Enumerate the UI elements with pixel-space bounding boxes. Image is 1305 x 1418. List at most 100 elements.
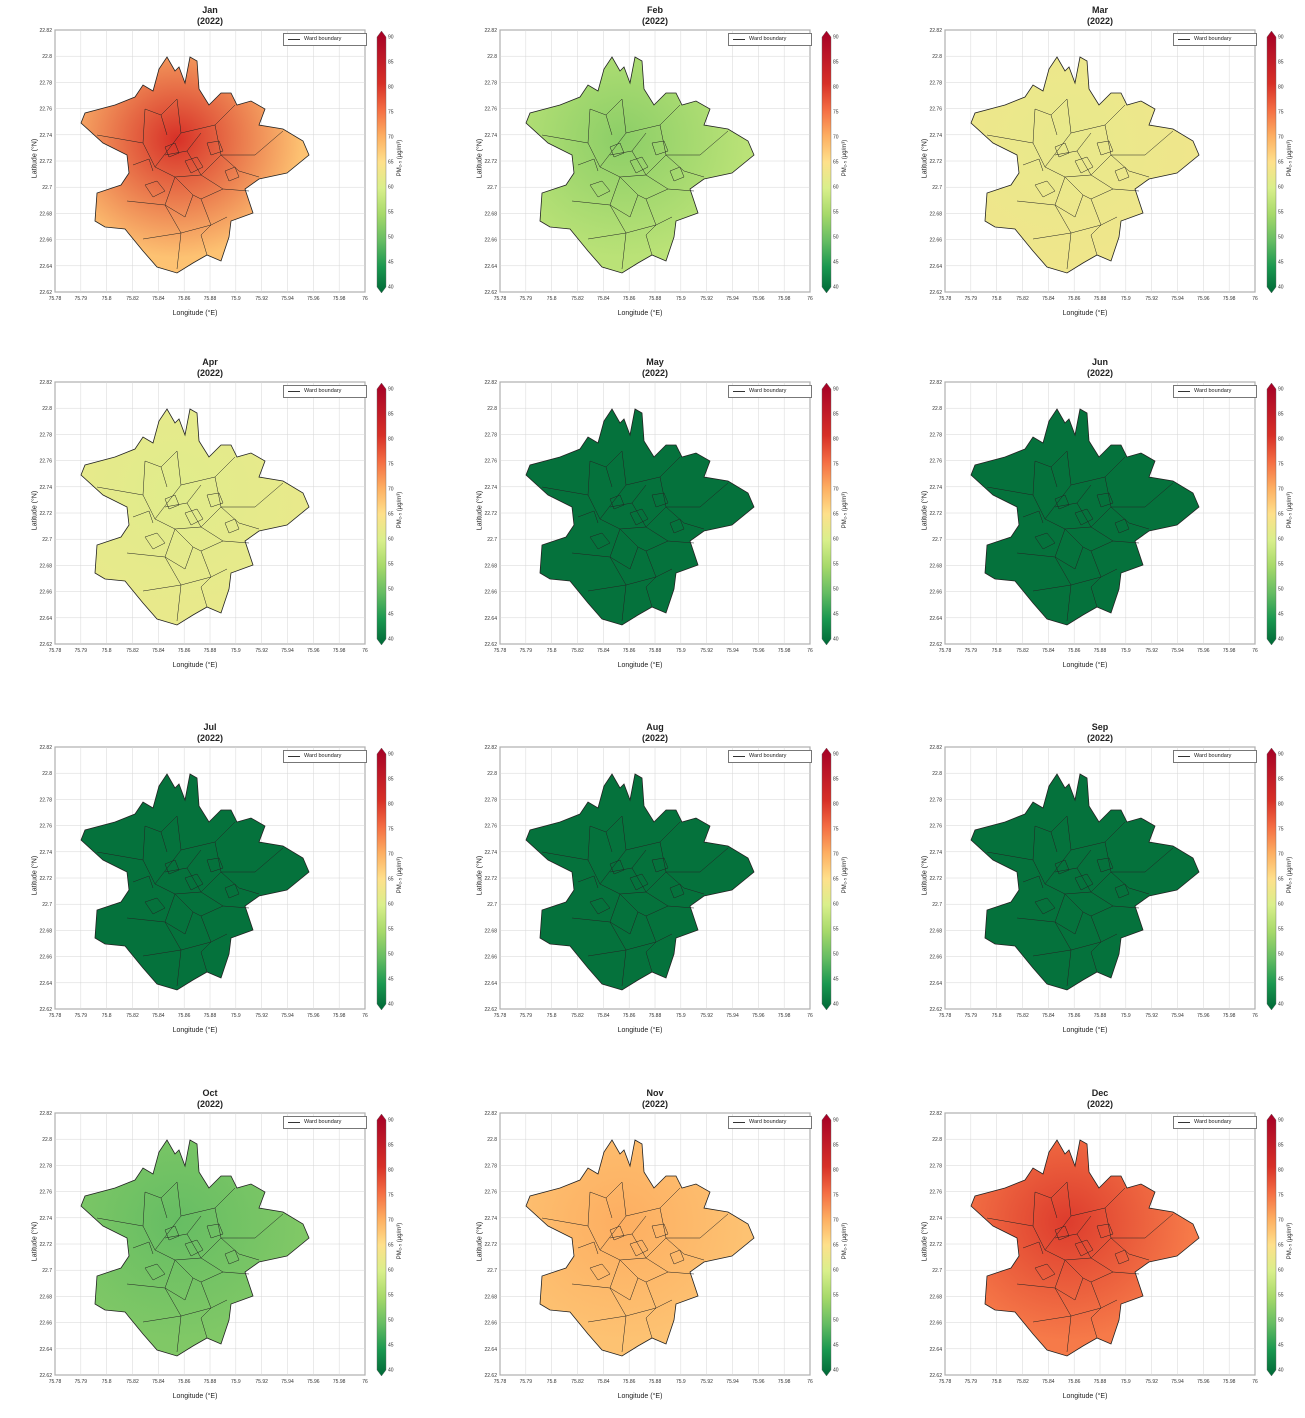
- ward-boundary: [200, 540, 250, 578]
- colorbar-tick-label: 65: [1278, 877, 1284, 883]
- ward-boundary: [577, 510, 599, 524]
- colorbar-tick-label: 70: [388, 852, 394, 858]
- ward-boundary: [1050, 466, 1058, 488]
- x-axis-label: Longitude (°E): [1062, 310, 1108, 317]
- ward-boundary: [631, 1215, 647, 1235]
- x-tick-label: 75.86: [178, 648, 191, 654]
- y-tick-label: 22.78: [39, 797, 52, 803]
- map-panel-oct: Oct (2022) 22.62 22.64 22.66 22.68 22.7 22.72 22…: [25, 1088, 425, 1418]
- x-tick-label: 75.84: [1042, 648, 1055, 654]
- colorbar-label: PM₂.₅ (µg/m³): [1287, 856, 1293, 894]
- x-tick-label: 75.92: [700, 1013, 713, 1019]
- ward-boundary: [1044, 815, 1072, 885]
- map-plot: 22.62 22.64 22.66 22.68 22.7 22.72 22.74 22.76 2…: [484, 1111, 839, 1385]
- ward-boundary: [631, 132, 647, 152]
- colorbar-tick-label: 45: [833, 612, 839, 618]
- colorbar-tick-label: 60: [833, 537, 839, 543]
- ward-boundary: [669, 883, 685, 899]
- x-tick-label: 76: [807, 296, 813, 302]
- panel-month: Jan: [202, 5, 218, 15]
- colorbar: [1266, 1113, 1277, 1377]
- x-tick-label: 76: [362, 648, 368, 654]
- colorbar-tick-label: 80: [833, 437, 839, 443]
- y-tick-label: 22.64: [484, 616, 497, 622]
- x-tick-label: 75.84: [597, 1379, 610, 1385]
- ward-boundary: [1034, 180, 1056, 198]
- colorbar-tick-label: 85: [1278, 1143, 1284, 1149]
- colorbar-tick-label: 85: [1278, 777, 1284, 783]
- panel-month: Dec: [1091, 1088, 1109, 1098]
- y-tick-label: 22.78: [39, 1163, 52, 1169]
- x-tick-label: 75.9: [676, 648, 686, 654]
- y-tick-label: 22.68: [929, 563, 942, 569]
- ward-boundary: [577, 158, 599, 172]
- y-axis-label: Latitude (°N): [921, 855, 929, 896]
- x-tick-label: 75.8: [102, 1379, 112, 1385]
- ward-boundary: [669, 1249, 685, 1265]
- colorbar-tick-label: 75: [1278, 110, 1284, 116]
- ward-boundary: [577, 1241, 599, 1255]
- ward-boundary: [1110, 871, 1150, 895]
- ward-boundary: [651, 140, 669, 156]
- colorbar-tick-label: 85: [833, 1143, 839, 1149]
- x-tick-label: 75.98: [1223, 1013, 1236, 1019]
- y-tick-label: 22.8: [932, 54, 942, 60]
- legend: Ward boundary: [728, 385, 812, 398]
- y-tick-label: 22.62: [39, 1007, 52, 1013]
- colorbar-tick-label: 80: [833, 85, 839, 91]
- ward-boundary: [160, 114, 168, 136]
- y-tick-label: 22.74: [39, 1216, 52, 1222]
- x-tick-label: 75.79: [965, 296, 978, 302]
- x-tick-label: 75.82: [126, 1013, 139, 1019]
- ward-boundary: [224, 1249, 240, 1265]
- ward-boundary: [629, 1239, 649, 1257]
- x-tick-label: 75.88: [1094, 648, 1107, 654]
- y-tick-label: 22.68: [929, 211, 942, 217]
- colorbar-tick-label: 50: [833, 952, 839, 958]
- colorbar: [1266, 382, 1277, 646]
- ward-boundary: [160, 831, 168, 853]
- y-tick-label: 22.76: [39, 459, 52, 465]
- y-tick-label: 22.68: [39, 1294, 52, 1300]
- ward-boundary: [176, 1315, 182, 1353]
- colorbar-label: PM₂.₅ (µg/m³): [397, 491, 403, 529]
- x-tick-label: 75.82: [571, 296, 584, 302]
- colorbar-tick-label: 45: [388, 977, 394, 983]
- colorbar-tick-label: 70: [833, 135, 839, 141]
- y-tick-label: 22.74: [484, 133, 497, 139]
- x-tick-label: 75.96: [307, 1379, 320, 1385]
- legend: Ward boundary: [283, 385, 367, 398]
- legend-line-icon: [733, 756, 745, 757]
- x-tick-label: 75.98: [778, 1379, 791, 1385]
- ward-boundary: [164, 1277, 194, 1301]
- y-tick-label: 22.72: [929, 1242, 942, 1248]
- x-axis-label: Longitude (°E): [172, 310, 218, 317]
- x-axis-label: Longitude (°E): [172, 1027, 218, 1034]
- x-tick-label: 75.84: [152, 648, 165, 654]
- ward-boundary: [1104, 124, 1174, 156]
- ward-boundary: [1090, 576, 1102, 608]
- colorbar: [821, 382, 832, 646]
- colorbar-tick-label: 90: [388, 35, 394, 41]
- colorbar-tick-label: 45: [1278, 977, 1284, 983]
- y-tick-label: 22.64: [484, 981, 497, 987]
- colorbar-tick-label: 70: [1278, 1218, 1284, 1224]
- x-tick-label: 75.9: [676, 296, 686, 302]
- x-axis-label: Longitude (°E): [1062, 662, 1108, 669]
- legend-label: Ward boundary: [749, 36, 787, 42]
- colorbar-tick-label: 50: [1278, 1318, 1284, 1324]
- colorbar-tick-label: 75: [833, 110, 839, 116]
- ward-boundary: [605, 831, 613, 853]
- colorbar-tick-label: 40: [388, 285, 394, 291]
- ward-boundary: [184, 508, 204, 526]
- ward-boundary: [665, 1237, 705, 1261]
- ward-boundary: [645, 576, 657, 608]
- y-tick-label: 22.66: [39, 1321, 52, 1327]
- x-tick-label: 75.8: [992, 1379, 1002, 1385]
- ward-boundary: [587, 1191, 591, 1227]
- legend: Ward boundary: [728, 750, 812, 763]
- map-plot: 22.62 22.64 22.66 22.68 22.7 22.72 22.74 22.76 2…: [929, 380, 1283, 654]
- x-tick-label: 75.88: [204, 296, 217, 302]
- colorbar-tick-label: 70: [388, 1218, 394, 1224]
- panel-month: Oct: [202, 1088, 218, 1098]
